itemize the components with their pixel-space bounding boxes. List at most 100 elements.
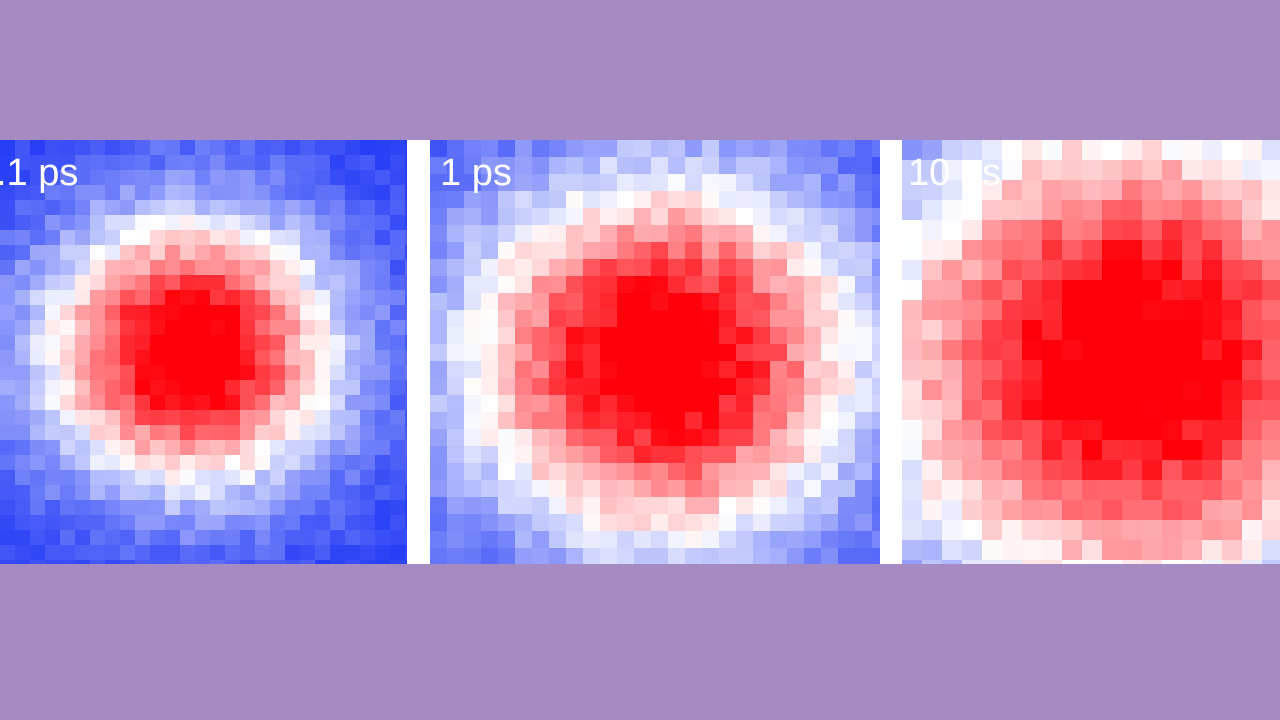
heatmap-cell (120, 545, 136, 561)
heatmap-cell (583, 548, 601, 564)
heatmap-cell (195, 335, 211, 351)
heatmap-cell (464, 259, 482, 277)
heatmap-cell (0, 380, 16, 396)
heatmap-cell (165, 470, 181, 486)
heatmap-cell (668, 242, 686, 260)
heatmap-cell (1162, 420, 1183, 441)
heatmap-cell (75, 155, 91, 171)
heatmap-cell (135, 275, 151, 291)
heatmap-cell (982, 140, 1003, 161)
heatmap-cell (255, 410, 271, 426)
heatmap-cell (922, 280, 943, 301)
heatmap-cell (345, 200, 361, 216)
heatmap-cell (1002, 320, 1023, 341)
heatmap-cell (150, 275, 166, 291)
heatmap-cell (150, 215, 166, 231)
heatmap-cell (838, 208, 856, 226)
heatmap-cell (583, 327, 601, 345)
heatmap-cell (736, 208, 754, 226)
heatmap-cell (447, 395, 465, 413)
heatmap-cell (1202, 320, 1223, 341)
heatmap-cell (617, 259, 635, 277)
heatmap-cell (45, 470, 61, 486)
heatmap-cell (770, 429, 788, 447)
heatmap-cell (45, 530, 61, 546)
heatmap-cell (225, 470, 241, 486)
heatmap-cell (702, 344, 720, 362)
heatmap-cell (770, 412, 788, 430)
heatmap-cell (787, 259, 805, 277)
heatmap-cell (225, 230, 241, 246)
heatmap-cell (942, 220, 963, 241)
heatmap-cell (634, 514, 652, 532)
heatmap-cell (651, 531, 669, 549)
heatmap-cell (0, 275, 16, 291)
heatmap-cell (872, 225, 880, 243)
heatmap-cell (1202, 500, 1223, 521)
heatmap-cell (1222, 160, 1243, 181)
heatmap-cell (922, 400, 943, 421)
heatmap-cell (634, 344, 652, 362)
heatmap-cell (617, 140, 635, 158)
heatmap-cell (45, 320, 61, 336)
heatmap-cell (962, 560, 983, 564)
heatmap-cell (60, 515, 76, 531)
heatmap-cell (225, 560, 241, 564)
heatmap-cell (210, 320, 226, 336)
heatmap-cell (1142, 140, 1163, 161)
heatmap-cell (105, 335, 121, 351)
heatmap-cell (770, 395, 788, 413)
heatmap-cell (549, 378, 567, 396)
heatmap-cell (838, 276, 856, 294)
heatmap-cell (90, 350, 106, 366)
heatmap-cell (1202, 460, 1223, 481)
heatmap-cell (60, 485, 76, 501)
heatmap-cell (45, 335, 61, 351)
heatmap-cell (405, 455, 407, 471)
heatmap-cell (1022, 400, 1043, 421)
heatmap-cell (1162, 300, 1183, 321)
heatmap-cell (804, 361, 822, 379)
heatmap-cell (105, 245, 121, 261)
heatmap-cell (225, 140, 241, 156)
heatmap-cell (15, 515, 31, 531)
heatmap-cell (1102, 340, 1123, 361)
heatmap-cell (1122, 520, 1143, 541)
heatmap-cell (668, 361, 686, 379)
heatmap-cell (1242, 240, 1263, 261)
heatmap-cell (225, 305, 241, 321)
heatmap-cell (1042, 480, 1063, 501)
heatmap-cell (1042, 240, 1063, 261)
heatmap-cell (1042, 340, 1063, 361)
heatmap-cell (1062, 440, 1083, 461)
heatmap-cell (285, 140, 301, 156)
heatmap-cell (30, 185, 46, 201)
heatmap-cell (651, 412, 669, 430)
heatmap-cell (982, 320, 1003, 341)
heatmap-cell (719, 310, 737, 328)
heatmap-cell (375, 380, 391, 396)
heatmap-cell (15, 215, 31, 231)
heatmap-cell (498, 259, 516, 277)
heatmap-cell (240, 200, 256, 216)
heatmap-cell (1142, 260, 1163, 281)
heatmap-panel (430, 140, 880, 564)
heatmap-cell (105, 440, 121, 456)
heatmap-cell (566, 157, 584, 175)
heatmap-cell (345, 395, 361, 411)
heatmap-cell (481, 276, 499, 294)
heatmap-cell (481, 293, 499, 311)
heatmap-cell (1002, 220, 1023, 241)
heatmap-cell (45, 215, 61, 231)
heatmap-cell (270, 305, 286, 321)
heatmap-cell (600, 242, 618, 260)
heatmap-cell (90, 245, 106, 261)
heatmap-cell (135, 530, 151, 546)
heatmap-cell (736, 174, 754, 192)
heatmap-cell (240, 470, 256, 486)
heatmap-cell (150, 320, 166, 336)
heatmap-cell (375, 440, 391, 456)
heatmap-cell (210, 155, 226, 171)
heatmap-cell (270, 470, 286, 486)
heatmap-cell (1182, 160, 1203, 181)
